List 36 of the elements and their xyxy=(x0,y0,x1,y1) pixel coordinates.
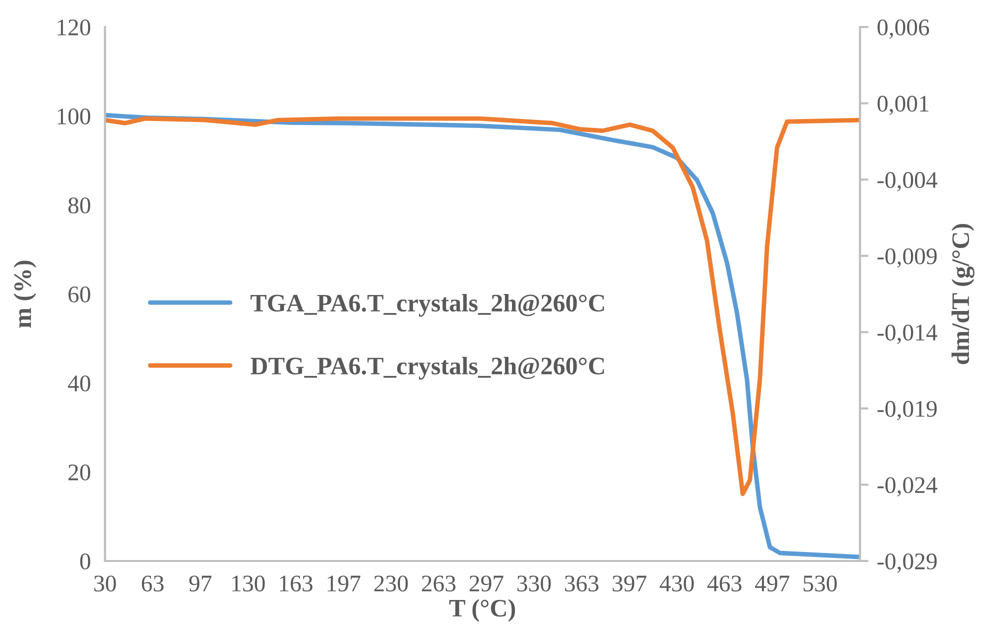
y-tick-label: 120 xyxy=(58,19,90,36)
x-tick-label: 263 xyxy=(422,576,456,592)
x-tick-label: 463 xyxy=(707,576,742,592)
x-tick-label: 163 xyxy=(280,576,312,592)
y-tick-label: 40 xyxy=(68,375,90,392)
x-tick-label: 297 xyxy=(470,576,504,592)
legend-label: TGA_PA6.T_crystals_2h@260°C xyxy=(250,294,604,317)
y-tick-label: 20 xyxy=(68,464,90,480)
y-tick-label: 0 xyxy=(80,553,90,570)
x-tick-label: 530 xyxy=(804,576,837,592)
y-tick-label: 100 xyxy=(58,108,90,124)
x-tick-label: 97 xyxy=(189,576,212,592)
x-tick-label: 197 xyxy=(328,576,360,592)
x-tick-label: 63 xyxy=(142,576,164,592)
y2-axis-title: dm/dT (g/°C) xyxy=(952,224,974,364)
y2-tick-label: -0,014 xyxy=(878,324,938,344)
y2-tick-label: -0,024 xyxy=(878,477,938,497)
y-axis-title: m (%) xyxy=(14,260,36,328)
y2-tick-label: 0,006 xyxy=(878,19,930,39)
x-tick-label: 330 xyxy=(517,576,551,592)
y2-tick-label: -0,009 xyxy=(878,248,937,268)
y2-tick-label: -0,004 xyxy=(878,172,938,192)
x-tick-label: 230 xyxy=(374,576,408,592)
y-tick-label: 60 xyxy=(68,286,90,302)
legend-label: DTG_PA6.T_crystals_2h@260°C xyxy=(250,356,604,380)
y2-tick-label: -0,029 xyxy=(878,553,937,573)
y-tick-label: 80 xyxy=(68,197,90,214)
y2-tick-label: 0,001 xyxy=(878,96,928,116)
x-tick-label: 497 xyxy=(755,576,790,592)
x-tick-label: 130 xyxy=(232,576,265,592)
x-tick-label: 430 xyxy=(660,576,694,592)
y2-tick-label: -0,019 xyxy=(878,400,937,420)
x-tick-label: 363 xyxy=(565,576,598,592)
x-tick-label: 30 xyxy=(94,576,116,592)
x-axis-title: T (°C) xyxy=(449,599,515,622)
x-tick-label: 397 xyxy=(612,576,646,592)
